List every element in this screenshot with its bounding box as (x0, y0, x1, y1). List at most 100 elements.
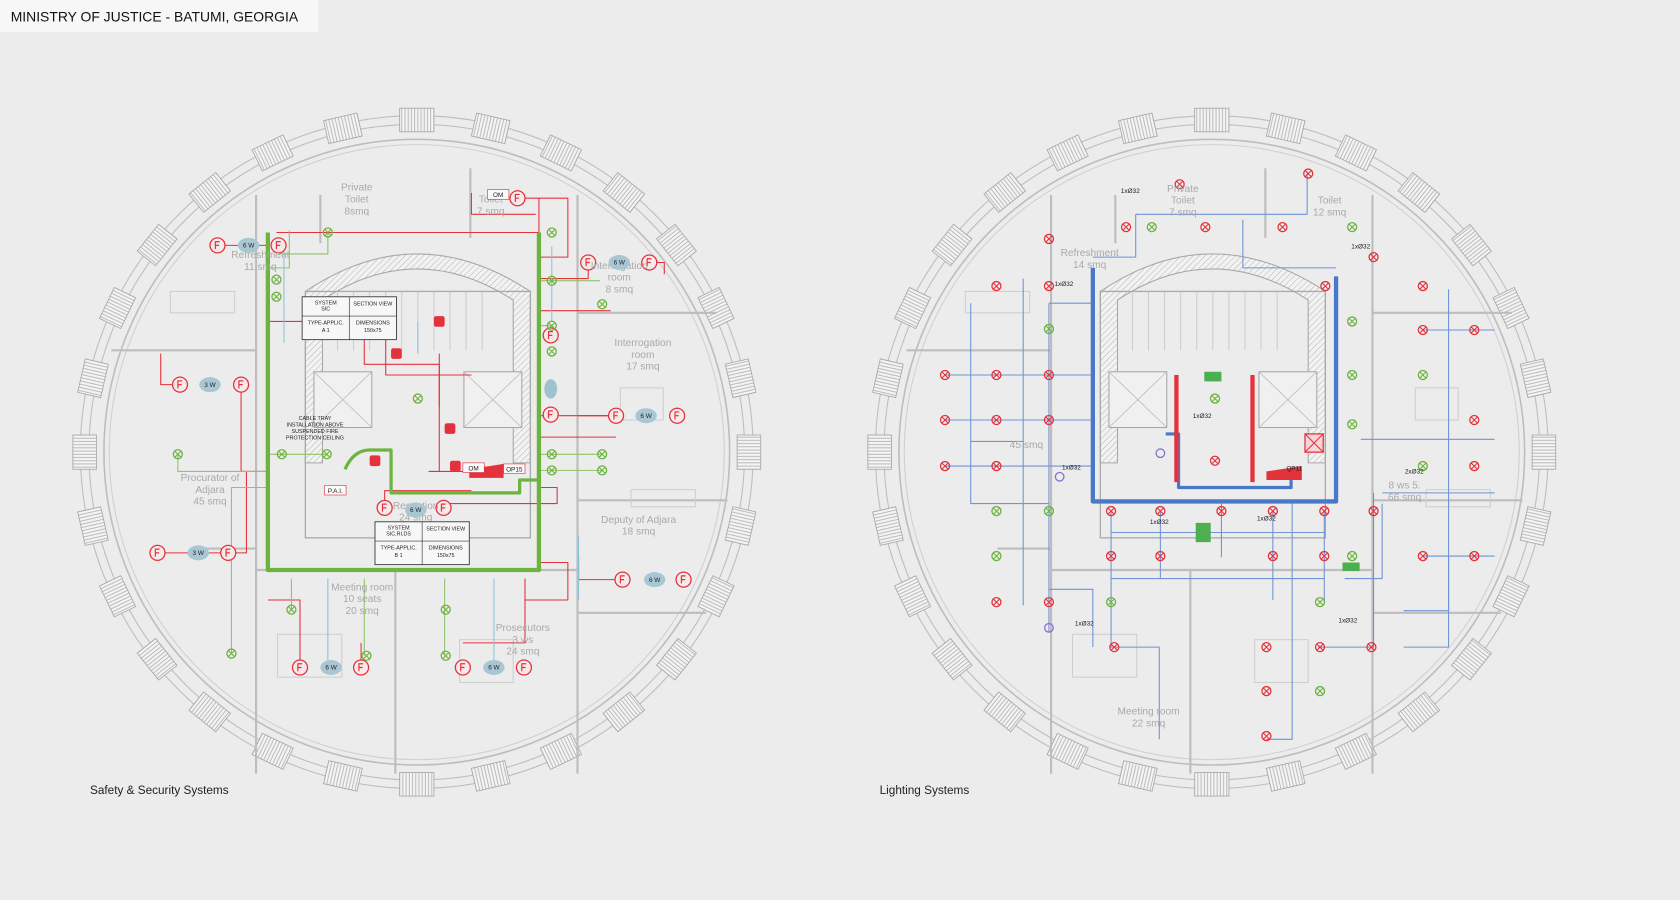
light-fixture (1319, 550, 1330, 562)
fixture-cross (1470, 462, 1478, 470)
spec-text: SIC (321, 307, 330, 313)
fixture-cross (1211, 457, 1219, 465)
light-fixture (991, 550, 1002, 562)
window-grill (399, 772, 435, 797)
fixture-cross (1201, 223, 1209, 231)
furniture (964, 290, 1031, 314)
room-label: Toilet (1318, 196, 1342, 207)
inner-ring (898, 138, 1526, 766)
window-grill (399, 107, 435, 133)
fixture-cross (548, 322, 556, 330)
window-grill (1046, 134, 1089, 172)
room-label: 7 smq (477, 206, 505, 217)
wattage-badge (635, 408, 657, 424)
fixture-cross (1156, 552, 1164, 560)
fixture-cross (1269, 507, 1277, 515)
emergency-sign (1342, 562, 1360, 572)
detector-glyph (547, 331, 553, 340)
room-label: Meeting room (1118, 707, 1180, 718)
window-grill (539, 732, 583, 771)
light-fixture (546, 346, 557, 357)
window-grill (697, 575, 735, 618)
window-grill (983, 691, 1027, 733)
window-grill (188, 171, 232, 213)
fixture-cross (1348, 552, 1356, 560)
light-fixture (1417, 324, 1429, 336)
circuit-tag: 1xØ32 (1054, 281, 1073, 288)
window-grill (1194, 107, 1230, 133)
light-fixture (1319, 505, 1330, 517)
light-fixture (1209, 455, 1221, 466)
tag-label: OM (493, 192, 503, 199)
spec-text: SIC,RI,DS (386, 532, 411, 538)
fixture-cross (1419, 371, 1427, 379)
fixture-cross (548, 348, 556, 355)
detector-glyph (225, 548, 231, 557)
wattage-badge (320, 660, 342, 675)
light-fixture (991, 414, 1002, 426)
elevator-cross (1258, 371, 1318, 428)
fixture-cross (1419, 462, 1427, 470)
room-label: 10 seats (343, 594, 381, 605)
detector-glyph (646, 258, 652, 267)
room-label: Toilet (479, 195, 503, 206)
fixture-cross (1316, 643, 1324, 651)
fixture-cross (1107, 598, 1115, 606)
window-grill (872, 358, 904, 399)
device (444, 423, 456, 434)
room-label: Refreshment (231, 250, 289, 261)
light-fixture (1347, 369, 1358, 381)
socket (1044, 622, 1054, 633)
light-fixture (1469, 324, 1480, 336)
window-grill (724, 506, 757, 546)
fixture-cross (1148, 223, 1156, 231)
fixture-cross (414, 395, 422, 402)
fixture-cross (1045, 371, 1053, 379)
fixture-cross (1348, 223, 1356, 231)
fixture-cross (273, 276, 280, 284)
light-fixture (1261, 641, 1272, 653)
room-label: 24 smq (506, 647, 539, 658)
lighting-circuit (1422, 329, 1495, 557)
fixture-cross (1370, 507, 1377, 515)
furniture (1071, 633, 1138, 678)
fixture-cross (993, 282, 1000, 290)
room-label: 12 smq (1313, 207, 1346, 218)
fixture-cross (1316, 598, 1324, 606)
panel-cross (1304, 433, 1324, 453)
detector-glyph (440, 503, 446, 512)
fixture-cross (1045, 282, 1053, 290)
lighting-circuit (1344, 503, 1383, 580)
window-grill (1046, 732, 1089, 771)
furniture (169, 290, 236, 314)
cable-tray (343, 448, 539, 495)
fixture-cross (1263, 643, 1270, 651)
window-grill (1118, 760, 1158, 792)
title: MINISTRY OF JUSTICE - BATUMI, GEORGIA (11, 8, 299, 24)
note-text: INSTALLATION ABOVE (287, 422, 344, 428)
spec-text: TYPE-APPLIC. (308, 321, 344, 327)
title-box (0, 0, 319, 33)
window-grill (931, 223, 973, 267)
detector-glyph (297, 663, 303, 672)
light-fixture (546, 227, 557, 238)
room-label: 45 smq (1010, 440, 1043, 451)
tag-box (462, 462, 485, 473)
room-label: 8smq (344, 206, 369, 217)
light-fixture (1174, 179, 1185, 190)
room-label: 24 smq (399, 513, 432, 524)
fixture-cross (548, 466, 556, 474)
light-fixture (546, 465, 557, 476)
light-fixture (546, 449, 557, 460)
furniture (276, 633, 343, 678)
wattage-label: 6 W (649, 577, 661, 584)
light-fixture (1347, 419, 1358, 430)
wattage-badge (608, 255, 630, 270)
light-fixture (939, 414, 951, 426)
window-grill (1450, 223, 1492, 267)
window-grill (1531, 434, 1557, 470)
detector-glyph (460, 663, 465, 672)
light-fixture (1366, 641, 1377, 653)
spec-text: SYSTEM (315, 300, 338, 306)
